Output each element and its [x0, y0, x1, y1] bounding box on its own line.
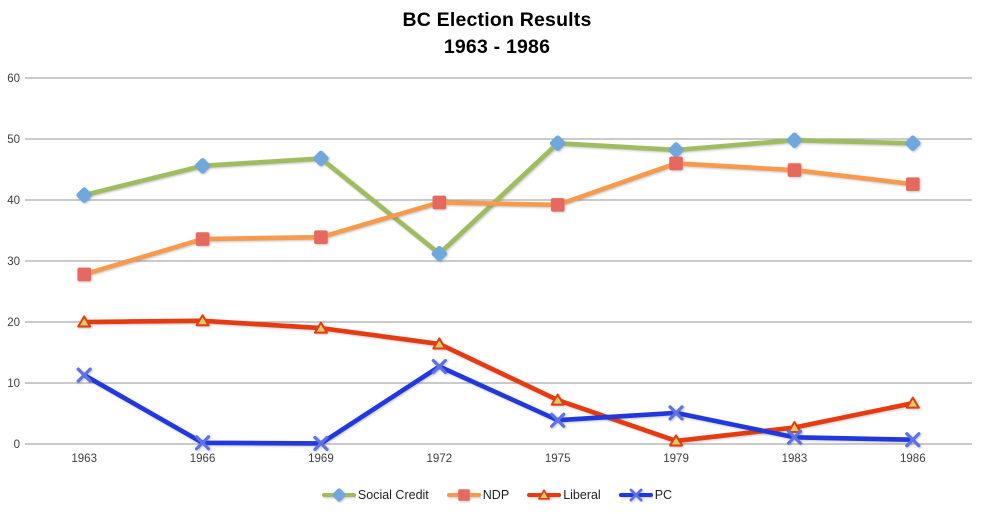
data-point-ndp-1979 [669, 156, 683, 171]
chart-subtitle: 1963 - 1986 [443, 36, 551, 58]
data-point-ndp-1969 [314, 230, 328, 245]
x-tick-label: 1975 [545, 453, 571, 465]
data-point-social-credit-1986 [905, 135, 921, 152]
data-point-pc-1983 [786, 429, 803, 445]
data-point-pc-1972 [431, 358, 447, 375]
data-point-pc-1975 [550, 412, 566, 428]
y-tick-label: 20 [7, 317, 20, 329]
chart-title: BC Election Results [402, 9, 592, 31]
legend-item-social-credit: Social Credit [321, 487, 429, 503]
legend-item-ndp: NDP [446, 487, 510, 503]
x-tick-label: 1966 [190, 453, 216, 465]
data-point-ndp-1963 [77, 267, 91, 282]
data-point-liberal-1966 [195, 314, 210, 327]
data-point-social-credit-1966 [194, 158, 211, 174]
y-tick-label: 60 [7, 73, 20, 85]
data-point-liberal-1986 [905, 396, 920, 409]
series-line-ndp [81, 161, 916, 277]
data-point-liberal-1969 [313, 321, 328, 334]
data-point-social-credit-1972 [431, 245, 448, 262]
series-social-credit [76, 132, 921, 262]
data-point-pc-1966 [194, 435, 211, 451]
data-point-ndp-1983 [787, 163, 802, 177]
series-line-liberal [81, 318, 916, 444]
legend-marker-liberal [527, 489, 562, 500]
chart-title-block: BC Election Results 1963 - 1986 [0, 7, 994, 61]
axes: 0 10 20 30 40 50 60 1963 1966 1969 1972 1975 1979 198… [7, 73, 972, 465]
legend-label: NDP [482, 488, 510, 502]
data-point-liberal-1979 [669, 434, 684, 447]
legend-marker-social-credit [321, 488, 356, 502]
data-point-ndp-1972 [432, 195, 447, 210]
x-tick-label: 1979 [663, 453, 689, 465]
x-tick-label: 1972 [427, 453, 453, 465]
data-point-social-credit-1963 [76, 187, 92, 203]
legend-label: PC [654, 488, 673, 502]
series-line-social-credit [81, 137, 916, 256]
y-tick-label: 30 [7, 256, 20, 268]
series-liberal [77, 314, 920, 447]
data-point-liberal-1983 [787, 421, 802, 434]
legend-item-liberal: Liberal [527, 487, 601, 503]
series-ndp [77, 156, 920, 282]
y-tick-label: 0 [14, 439, 20, 451]
data-point-social-credit-1975 [549, 135, 566, 152]
x-tick-label: 1983 [782, 453, 808, 465]
series-pc [76, 358, 921, 451]
data-point-pc-1969 [313, 435, 329, 451]
data-point-social-credit-1969 [313, 150, 329, 167]
legend-item-pc: PC [618, 487, 673, 503]
legend: Social Credit NDP Liberal PC [0, 487, 994, 503]
legend-label: Liberal [563, 488, 601, 502]
x-tick-label: 1963 [71, 453, 97, 465]
data-point-liberal-1972 [432, 337, 447, 350]
data-point-liberal-1975 [550, 393, 565, 406]
legend-label: Social Credit [357, 488, 429, 502]
data-point-ndp-1986 [906, 177, 920, 191]
y-tick-label: 40 [7, 195, 20, 207]
x-tick-label: 1986 [900, 453, 926, 465]
data-point-ndp-1975 [550, 198, 565, 212]
data-point-pc-1963 [76, 367, 92, 383]
series-line-pc [81, 364, 916, 446]
data-point-pc-1979 [668, 405, 684, 421]
data-point-ndp-1966 [195, 232, 210, 246]
legend-marker-pc [618, 488, 653, 502]
data-point-liberal-1963 [77, 315, 92, 328]
y-tick-label: 50 [7, 134, 20, 146]
data-point-pc-1986 [905, 432, 921, 448]
data-point-social-credit-1983 [786, 132, 803, 148]
y-tick-label: 10 [7, 378, 20, 390]
data-point-social-credit-1979 [668, 142, 684, 158]
x-tick-label: 1969 [308, 453, 334, 465]
legend-marker-ndp [446, 489, 481, 501]
